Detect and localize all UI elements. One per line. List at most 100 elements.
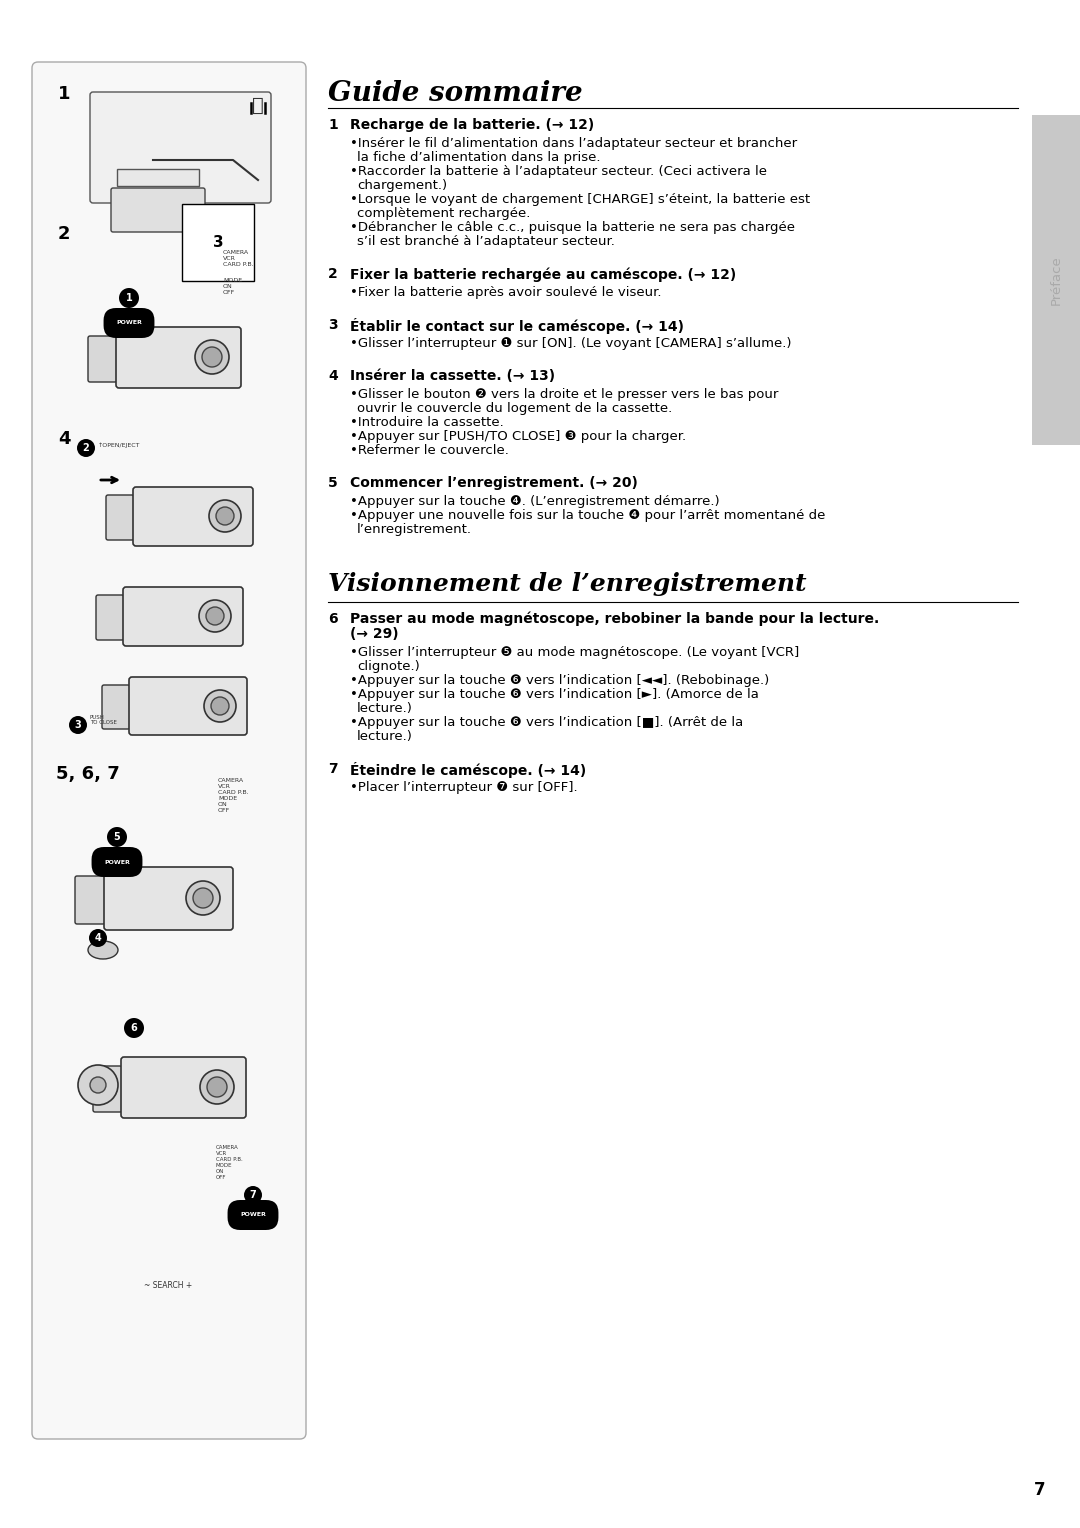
Text: Insérer la cassette. (→ 13): Insérer la cassette. (→ 13) (350, 368, 555, 384)
Text: •Glisser l’interrupteur ❶ sur [ON]. (Le voyant [CAMERA] s’allume.): •Glisser l’interrupteur ❶ sur [ON]. (Le … (350, 338, 792, 350)
Text: clignote.): clignote.) (357, 660, 420, 672)
FancyBboxPatch shape (87, 336, 117, 382)
Text: 1: 1 (328, 118, 338, 131)
Text: •Appuyer sur [PUSH/TO CLOSE] ❸ pour la charger.: •Appuyer sur [PUSH/TO CLOSE] ❸ pour la c… (350, 429, 686, 443)
Text: Commencer l’enregistrement. (→ 20): Commencer l’enregistrement. (→ 20) (350, 477, 638, 490)
Text: Guide sommaire: Guide sommaire (328, 79, 582, 107)
FancyBboxPatch shape (32, 63, 306, 1439)
Text: •Refermer le couvercle.: •Refermer le couvercle. (350, 445, 509, 457)
Text: •Appuyer sur la touche ❻ vers l’indication [◄◄]. (Rebobinage.): •Appuyer sur la touche ❻ vers l’indicati… (350, 674, 769, 688)
Text: ~ SEARCH +: ~ SEARCH + (144, 1280, 192, 1290)
Circle shape (107, 827, 127, 847)
FancyBboxPatch shape (111, 188, 205, 232)
FancyBboxPatch shape (123, 587, 243, 646)
FancyBboxPatch shape (96, 594, 124, 640)
FancyBboxPatch shape (106, 495, 134, 539)
Circle shape (90, 1077, 106, 1093)
Text: •Appuyer une nouvelle fois sur la touche ❹ pour l’arrêt momentané de: •Appuyer une nouvelle fois sur la touche… (350, 509, 825, 523)
Text: 7: 7 (249, 1190, 256, 1199)
Circle shape (195, 341, 229, 374)
Circle shape (89, 929, 107, 947)
Text: •Appuyer sur la touche ❹. (L’enregistrement démarre.): •Appuyer sur la touche ❹. (L’enregistrem… (350, 495, 719, 507)
Text: CAMERA
VCR
CARD P.B.: CAMERA VCR CARD P.B. (222, 251, 254, 267)
Text: 5: 5 (328, 477, 338, 490)
Text: 5, 6, 7: 5, 6, 7 (56, 766, 120, 782)
Circle shape (211, 697, 229, 715)
Circle shape (69, 717, 87, 733)
Text: •Appuyer sur la touche ❻ vers l’indication [■]. (Arrêt de la: •Appuyer sur la touche ❻ vers l’indicati… (350, 717, 743, 729)
Text: 2: 2 (58, 225, 70, 243)
Text: 5: 5 (113, 833, 120, 842)
Circle shape (119, 287, 139, 309)
Text: •Raccorder la batterie à l’adaptateur secteur. (Ceci activera le: •Raccorder la batterie à l’adaptateur se… (350, 165, 767, 177)
Text: 6: 6 (131, 1024, 137, 1033)
Text: 3: 3 (75, 720, 81, 730)
Circle shape (210, 500, 241, 532)
Text: l’enregistrement.: l’enregistrement. (357, 523, 472, 536)
Text: lecture.): lecture.) (357, 701, 413, 715)
FancyBboxPatch shape (75, 876, 105, 924)
Circle shape (216, 507, 234, 526)
Text: 6: 6 (328, 613, 338, 626)
Circle shape (186, 882, 220, 915)
Text: CAMERA
VCR
CARD P.B.: CAMERA VCR CARD P.B. (216, 1144, 243, 1163)
Text: MODE
ON
OFF: MODE ON OFF (218, 796, 238, 813)
Text: •Introduire la cassette.: •Introduire la cassette. (350, 416, 503, 429)
FancyBboxPatch shape (117, 170, 199, 186)
FancyBboxPatch shape (133, 487, 253, 545)
Text: Préface: Préface (1050, 255, 1063, 306)
Text: lecture.): lecture.) (357, 730, 413, 743)
Circle shape (202, 347, 222, 367)
Circle shape (193, 888, 213, 908)
Circle shape (77, 439, 95, 457)
FancyBboxPatch shape (90, 92, 271, 203)
Text: •Appuyer sur la touche ❻ vers l’indication [►]. (Amorce de la: •Appuyer sur la touche ❻ vers l’indicati… (350, 688, 759, 701)
FancyBboxPatch shape (104, 866, 233, 931)
Text: ↑OPEN/EJECT: ↑OPEN/EJECT (98, 442, 140, 448)
Text: (→ 29): (→ 29) (350, 626, 399, 642)
FancyBboxPatch shape (121, 1057, 246, 1118)
Text: •Débrancher le câble c.c., puisque la batterie ne sera pas chargée: •Débrancher le câble c.c., puisque la ba… (350, 222, 795, 234)
Text: PUSH
TO CLOSE: PUSH TO CLOSE (90, 715, 117, 726)
Text: •Lorsque le voyant de chargement [CHARGE] s’éteint, la batterie est: •Lorsque le voyant de chargement [CHARGE… (350, 193, 810, 206)
Circle shape (204, 691, 237, 723)
Text: 4: 4 (95, 934, 102, 943)
FancyBboxPatch shape (129, 677, 247, 735)
Circle shape (244, 1186, 262, 1204)
Text: Fixer la batterie rechargée au caméscope. (→ 12): Fixer la batterie rechargée au caméscope… (350, 267, 737, 281)
FancyBboxPatch shape (1032, 115, 1080, 445)
Circle shape (78, 1065, 118, 1105)
FancyBboxPatch shape (102, 685, 130, 729)
Text: •Insérer le fil d’alimentation dans l’adaptateur secteur et brancher: •Insérer le fil d’alimentation dans l’ad… (350, 138, 797, 150)
Text: POWER: POWER (240, 1213, 266, 1218)
Text: Éteindre le caméscope. (→ 14): Éteindre le caméscope. (→ 14) (350, 762, 586, 778)
Text: chargement.): chargement.) (357, 179, 447, 193)
Ellipse shape (87, 941, 118, 960)
Text: 3: 3 (328, 318, 338, 332)
Circle shape (200, 1070, 234, 1105)
Circle shape (124, 1018, 144, 1038)
Text: CAMERA
VCR
CARD P.B.: CAMERA VCR CARD P.B. (218, 778, 248, 796)
Text: 4: 4 (328, 368, 338, 384)
Text: 2: 2 (328, 267, 338, 281)
Text: Recharge de la batterie. (→ 12): Recharge de la batterie. (→ 12) (350, 118, 594, 131)
Text: 3: 3 (213, 235, 224, 251)
Text: 7: 7 (1035, 1481, 1045, 1499)
Text: Visionnement de l’enregistrement: Visionnement de l’enregistrement (328, 571, 807, 596)
Text: •Glisser l’interrupteur ❺ au mode magnétoscope. (Le voyant [VCR]: •Glisser l’interrupteur ❺ au mode magnét… (350, 646, 799, 659)
Text: 2: 2 (83, 443, 90, 452)
Circle shape (207, 1077, 227, 1097)
Text: complètement rechargée.: complètement rechargée. (357, 206, 530, 220)
Text: 1: 1 (58, 86, 70, 102)
Text: POWER: POWER (116, 321, 141, 325)
Text: POWER: POWER (104, 859, 130, 865)
Text: Passer au mode magnétoscope, rebobiner la bande pour la lecture.: Passer au mode magnétoscope, rebobiner l… (350, 613, 879, 626)
FancyBboxPatch shape (116, 327, 241, 388)
Text: 4: 4 (58, 429, 70, 448)
Text: la fiche d’alimentation dans la prise.: la fiche d’alimentation dans la prise. (357, 151, 600, 163)
FancyBboxPatch shape (93, 1067, 122, 1112)
Text: •Placer l’interrupteur ❼ sur [OFF].: •Placer l’interrupteur ❼ sur [OFF]. (350, 781, 578, 795)
Text: ⬜: ⬜ (252, 95, 264, 115)
Text: •Fixer la batterie après avoir soulevé le viseur.: •Fixer la batterie après avoir soulevé l… (350, 286, 661, 299)
Text: 7: 7 (328, 762, 338, 776)
